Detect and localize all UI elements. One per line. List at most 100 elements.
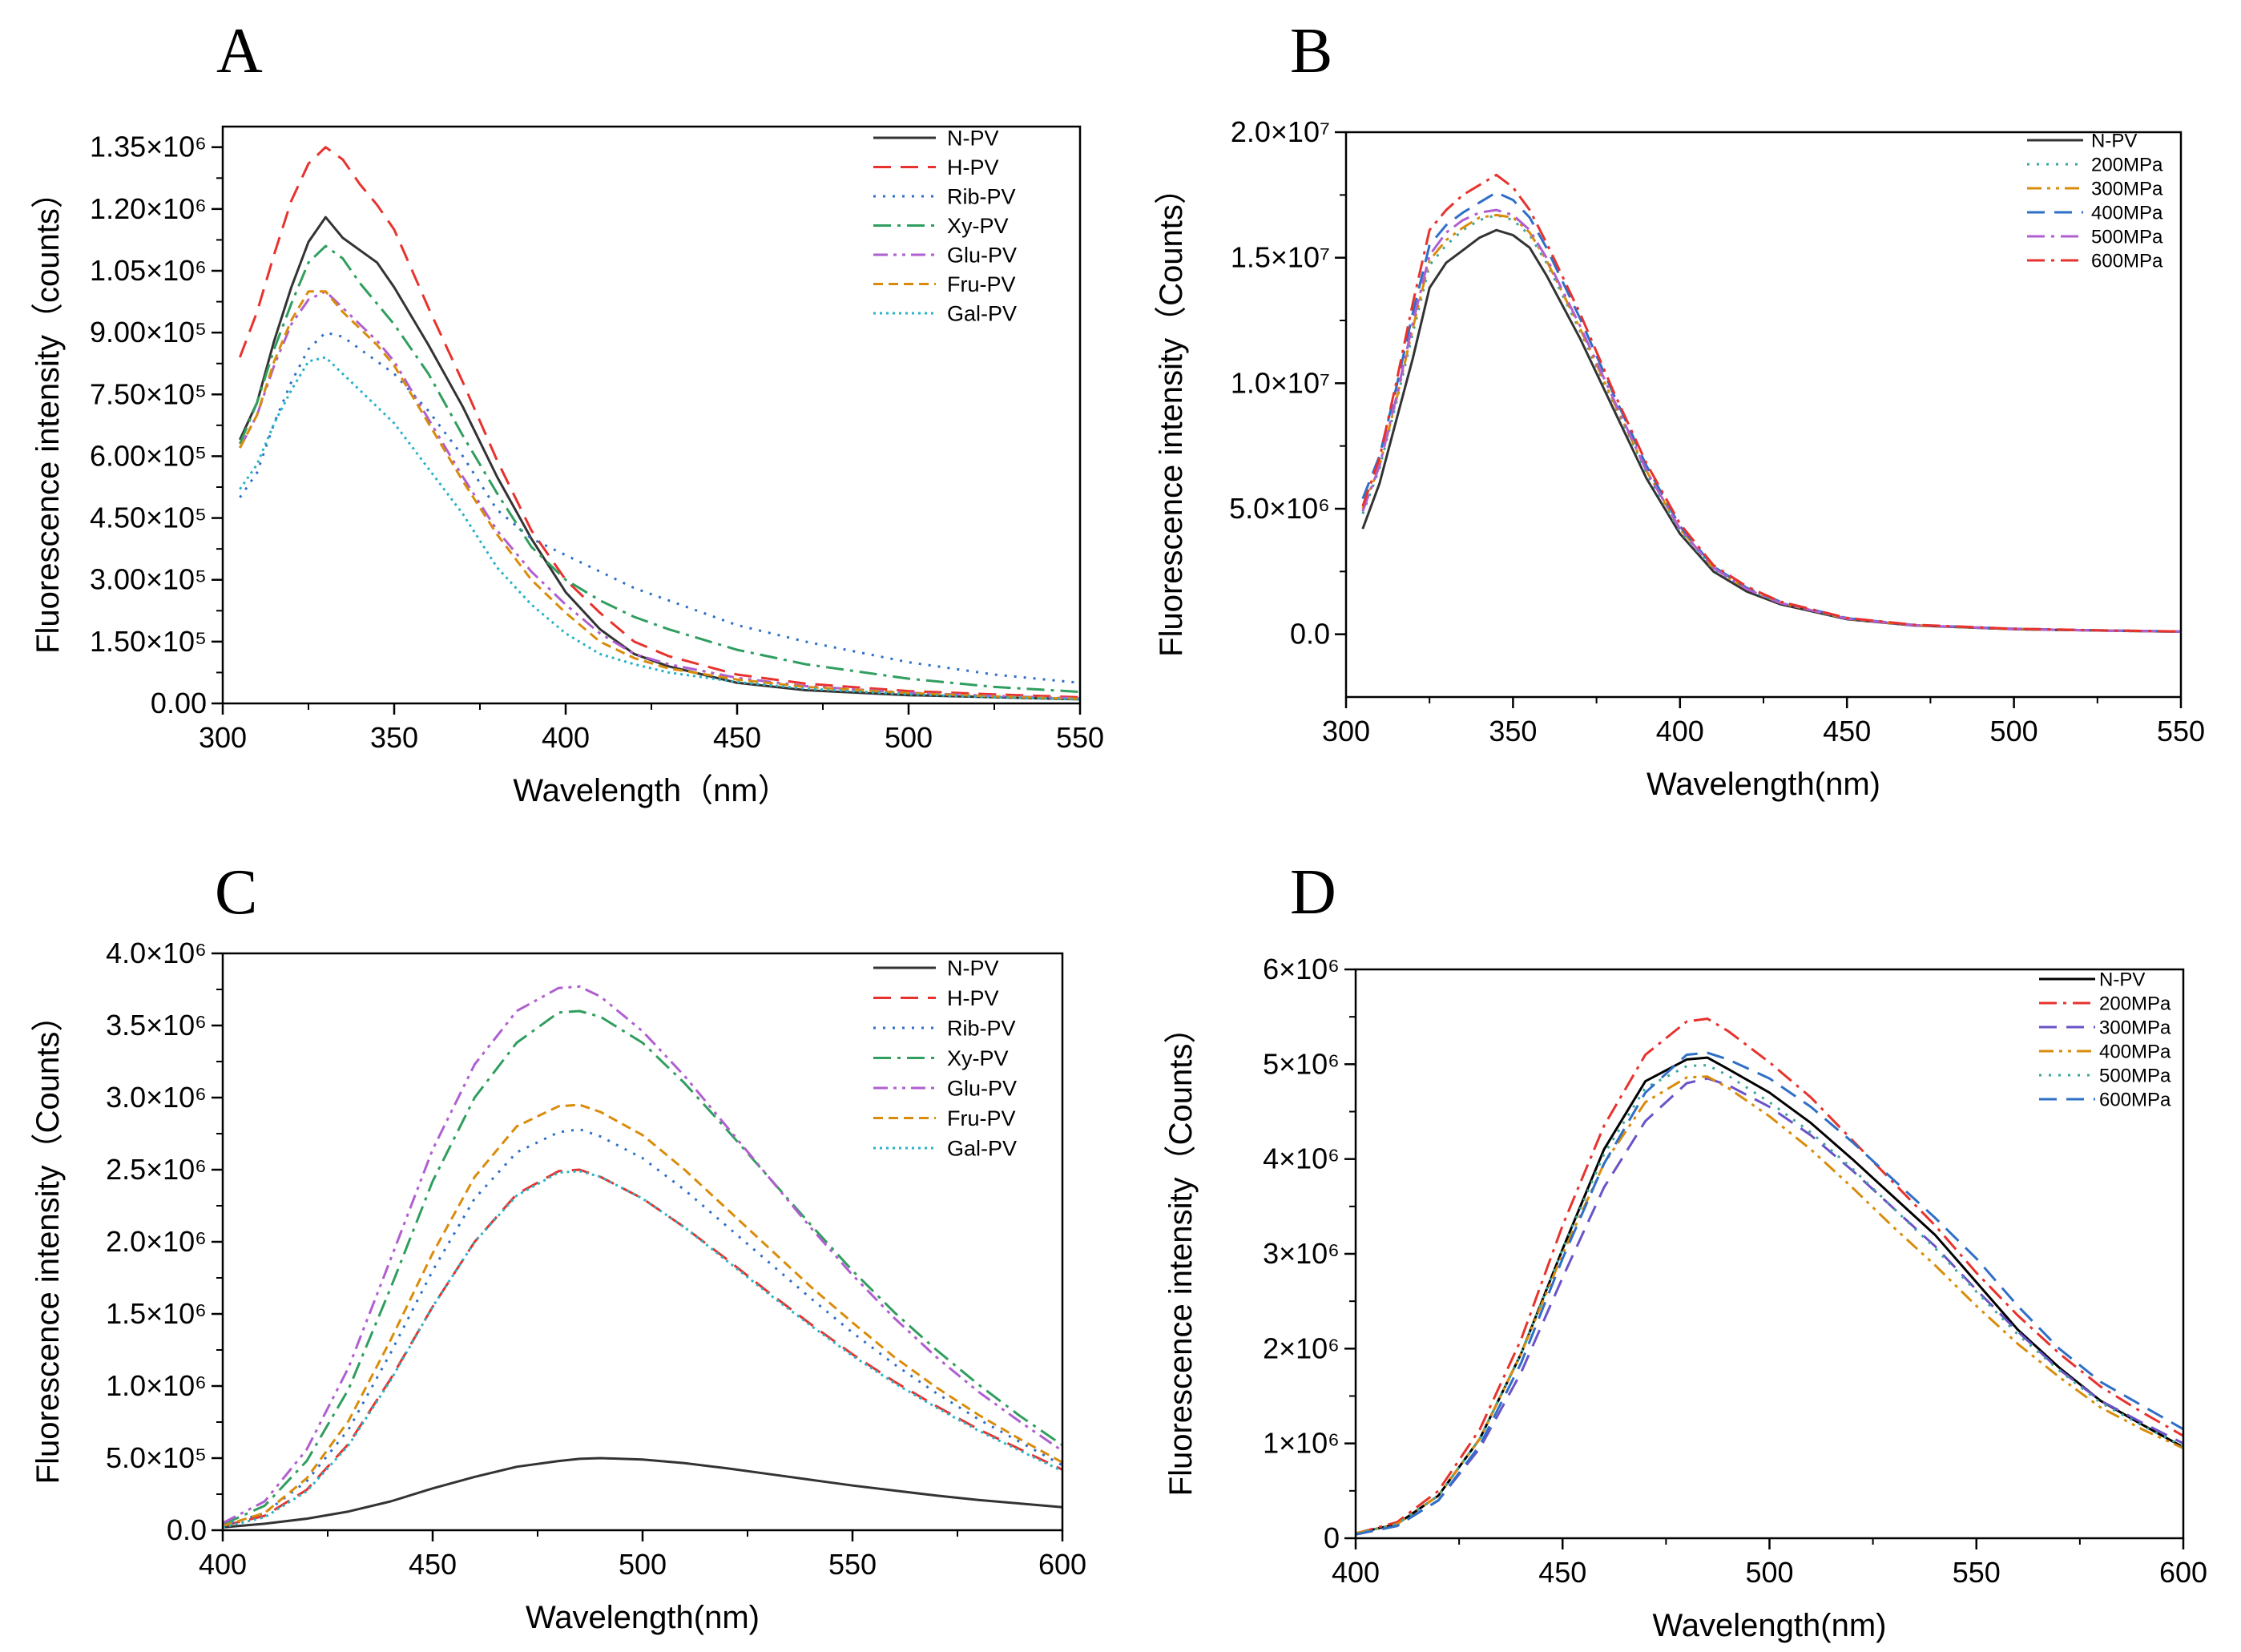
- x-axis-title: Wavelength（nm）: [513, 773, 789, 808]
- series-line-300mpa: [1356, 1077, 2183, 1536]
- x-tick-label: 600: [2159, 1556, 2207, 1589]
- series-line-fru-pv: [223, 1103, 1062, 1528]
- series-line-h-pv: [223, 1168, 1062, 1528]
- y-tick-label: 1.20×10⁶: [90, 192, 207, 225]
- series-line-400mpa: [1356, 1075, 2183, 1535]
- y-tick-label: 0: [1324, 1521, 1340, 1554]
- series-lines: [1356, 1017, 2183, 1536]
- panel-letter: A: [216, 16, 263, 87]
- y-tick-label: 5.0×10⁶: [1229, 492, 1330, 525]
- x-tick-label: 400: [1332, 1556, 1380, 1589]
- chart-panel-b: B 300 350 400 450 500 550 0.0 5.0×10⁶ 1.0×10⁷ 1.5×…: [1154, 16, 2205, 802]
- x-tick-label: 350: [1489, 715, 1537, 747]
- series-lines: [223, 985, 1062, 1529]
- legend-label: 400MPa: [2091, 203, 2163, 224]
- series-line-n-pv: [1356, 1056, 2183, 1535]
- y-axis-title: Fluorescence intensity（Counts）: [1154, 172, 1189, 657]
- legend-label: 600MPa: [2091, 251, 2163, 272]
- legend-label: H-PV: [947, 986, 999, 1010]
- x-tick-label: 450: [1538, 1556, 1586, 1589]
- y-tick-label: 1.05×10⁶: [90, 254, 207, 287]
- legend-label: 300MPa: [2091, 179, 2163, 200]
- legend-label: 500MPa: [2091, 227, 2163, 248]
- x-axis-title: Wavelength(nm): [1653, 1608, 1887, 1643]
- x-axis-title: Wavelength(nm): [526, 1600, 760, 1635]
- series-line-gal-pv: [223, 1170, 1062, 1529]
- y-tick-label: 0.00: [151, 687, 207, 719]
- y-axis-title: Fluorescence intensity（Counts）: [30, 1000, 66, 1485]
- series-line-600mpa: [1356, 1051, 2183, 1536]
- x-tick-label: 450: [1823, 715, 1871, 747]
- y-tick-label: 4.0×10⁶: [106, 937, 207, 969]
- plot-frame: [1354, 968, 2185, 1540]
- y-axis-title: Fluorescence intensity（counts）: [30, 176, 66, 654]
- y-tick-label: 5.0×10⁵: [106, 1441, 207, 1474]
- series-line-n-pv: [223, 1457, 1062, 1529]
- x-tick-label: 450: [713, 721, 761, 754]
- chart-panel-c: C 400 450 500 550 600 0.0 5.0×10⁵ 1.0×10⁶ 1.5×10⁶…: [30, 857, 1086, 1635]
- panel-letter: D: [1290, 857, 1336, 928]
- panel-letter: B: [1290, 16, 1332, 87]
- y-tick-label: 2.0×10⁷: [1231, 115, 1330, 148]
- legend-label: Glu-PV: [947, 1077, 1017, 1101]
- legend-label: Xy-PV: [947, 214, 1009, 238]
- legend-label: 200MPa: [2099, 993, 2171, 1015]
- series-line-xy-pv: [223, 1009, 1062, 1526]
- x-tick-label: 500: [619, 1548, 667, 1581]
- y-tick-label: 2.5×10⁶: [106, 1153, 207, 1186]
- x-tick-label: 300: [199, 721, 247, 754]
- legend: N-PV H-PV Rib-PV Xy-PV Glu-PV Fru-PV Gal-PV: [873, 957, 1017, 1161]
- series-line-n-pv: [239, 216, 1080, 701]
- y-tick-label: 1.50×10⁵: [90, 625, 207, 658]
- y-tick-label: 1.5×10⁶: [106, 1297, 207, 1330]
- legend-label: 400MPa: [2099, 1042, 2171, 1063]
- x-tick-label: 350: [370, 721, 418, 754]
- series-line-300mpa: [1361, 213, 2181, 633]
- chart-panel-a: A 300 350 400 450 500 550 0.00 1.50×10⁵ 3.00×10⁵ 4…: [30, 16, 1104, 808]
- series-line-200mpa: [1356, 1017, 2183, 1535]
- series-line-500mpa: [1356, 1064, 2183, 1535]
- x-tick-label: 600: [1038, 1548, 1086, 1581]
- y-tick-label: 5×10⁶: [1263, 1047, 1340, 1080]
- x-tick-label: 400: [542, 721, 590, 754]
- y-tick-label: 3.00×10⁵: [90, 563, 207, 596]
- y-tick-label: 0.0: [167, 1513, 207, 1546]
- y-tick-label: 1.35×10⁶: [90, 131, 207, 163]
- x-tick-label: 450: [409, 1548, 457, 1581]
- series-line-rib-pv: [239, 331, 1080, 684]
- legend-label: 300MPa: [2099, 1017, 2171, 1039]
- legend-label: N-PV: [947, 127, 999, 151]
- panel-letter: C: [215, 857, 257, 928]
- y-tick-label: 2.0×10⁶: [106, 1225, 207, 1258]
- y-tick-label: 3×10⁶: [1263, 1237, 1340, 1270]
- x-tick-label: 550: [828, 1548, 877, 1581]
- x-tick-label: 500: [885, 721, 933, 754]
- legend-label: N-PV: [2091, 131, 2137, 152]
- y-tick-label: 2×10⁶: [1263, 1332, 1340, 1364]
- y-axis-title: Fluorescence intensity（Counts）: [1163, 1012, 1199, 1497]
- legend-label: N-PV: [947, 957, 999, 981]
- chart-panel-d: D 400 450 500 550 600 0 1×10⁶ 2×10⁶ 3×10⁶ 4×10⁶ 5×1…: [1163, 857, 2207, 1643]
- x-tick-label: 550: [1056, 721, 1104, 754]
- legend-label: Rib-PV: [947, 1017, 1016, 1041]
- series-line-n-pv: [1361, 228, 2181, 633]
- legend-label: 500MPa: [2099, 1066, 2171, 1087]
- series-line-glu-pv: [239, 290, 1080, 700]
- legend-label: Glu-PV: [947, 244, 1017, 268]
- legend-label: H-PV: [947, 155, 999, 179]
- legend-label: Fru-PV: [947, 1106, 1016, 1130]
- series-line-200mpa: [1361, 213, 2181, 633]
- legend-label: Rib-PV: [947, 185, 1016, 209]
- legend-label: Gal-PV: [947, 302, 1017, 326]
- plot-frame: [221, 125, 1082, 705]
- x-tick-label: 500: [1745, 1556, 1793, 1589]
- y-tick-label: 1×10⁶: [1263, 1427, 1340, 1460]
- y-tick-label: 9.00×10⁵: [90, 316, 207, 349]
- y-tick-label: 3.0×10⁶: [106, 1081, 207, 1114]
- series-line-glu-pv: [223, 985, 1062, 1525]
- series-line-gal-pv: [239, 356, 1080, 701]
- x-tick-label: 550: [1953, 1556, 2001, 1589]
